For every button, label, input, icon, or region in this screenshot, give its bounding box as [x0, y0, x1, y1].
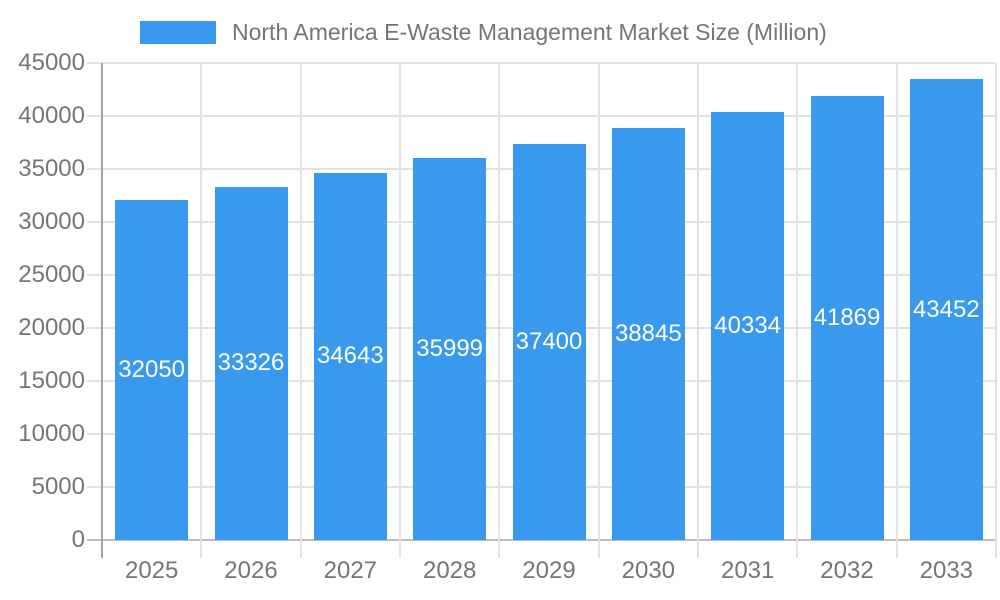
x-tick-label-2031: 2031	[720, 557, 775, 584]
bar-2031[interactable]	[711, 112, 785, 540]
y-gridline	[87, 62, 996, 64]
y-tick-label-15000: 15000	[18, 367, 85, 394]
y-gridline	[87, 539, 996, 541]
bar-value-label-2033: 43452	[912, 295, 980, 323]
x-tick-label-2030: 2030	[621, 557, 676, 584]
y-tick-label-5000: 5000	[31, 473, 85, 500]
x-gridline	[796, 63, 799, 558]
bar-value-label-2026: 33326	[217, 349, 285, 377]
x-tick-label-2032: 2032	[820, 557, 874, 584]
bar-2028[interactable]	[413, 158, 487, 540]
x-gridline	[995, 63, 997, 558]
x-tick-label-2033: 2033	[919, 557, 974, 584]
bar-value-label-2025: 32050	[118, 356, 186, 384]
x-gridline	[498, 63, 501, 558]
bar-2032[interactable]	[810, 96, 884, 540]
legend-swatch	[140, 20, 216, 44]
x-gridline	[697, 63, 699, 558]
bar-2027[interactable]	[313, 172, 387, 540]
bar-value-label-2030: 38845	[614, 320, 682, 348]
x-gridline	[895, 63, 898, 558]
x-tick-label-2027: 2027	[323, 557, 378, 584]
y-tick-label-25000: 25000	[18, 261, 85, 288]
bar-value-label-2027: 34643	[316, 342, 384, 370]
bar-2033[interactable]	[909, 79, 983, 540]
y-tick-label-40000: 40000	[18, 102, 85, 129]
y-tick-label-10000: 10000	[18, 420, 85, 447]
bar-2026[interactable]	[214, 186, 288, 540]
x-tick-label-2026: 2026	[224, 557, 278, 584]
x-tick-label-2025: 2025	[124, 557, 179, 584]
x-tick-label-2029: 2029	[522, 557, 576, 584]
x-gridline	[200, 63, 203, 558]
bar-value-label-2031: 40334	[714, 312, 782, 340]
y-tick-label-0: 0	[71, 526, 85, 553]
y-tick-label-45000: 45000	[18, 49, 85, 76]
legend-label: North America E-Waste Management Market …	[232, 18, 827, 45]
bar-value-label-2029: 37400	[515, 327, 583, 355]
y-axis-line	[101, 63, 103, 558]
y-tick-label-35000: 35000	[18, 155, 85, 182]
x-gridline	[597, 63, 600, 558]
bar-value-label-2032: 41869	[813, 304, 881, 332]
bar-value-label-2028: 35999	[416, 335, 484, 363]
y-tick-label-20000: 20000	[18, 314, 85, 341]
x-gridline	[399, 63, 401, 558]
y-gridline	[87, 115, 996, 117]
y-tick-label-30000: 30000	[18, 208, 85, 235]
x-gridline	[299, 63, 302, 558]
bar-2025[interactable]	[115, 200, 189, 540]
bar-2029[interactable]	[512, 143, 586, 540]
bar-2030[interactable]	[611, 128, 685, 540]
chart-legend[interactable]: North America E-Waste Management Market …	[140, 17, 827, 47]
x-tick-label-2028: 2028	[422, 557, 477, 584]
